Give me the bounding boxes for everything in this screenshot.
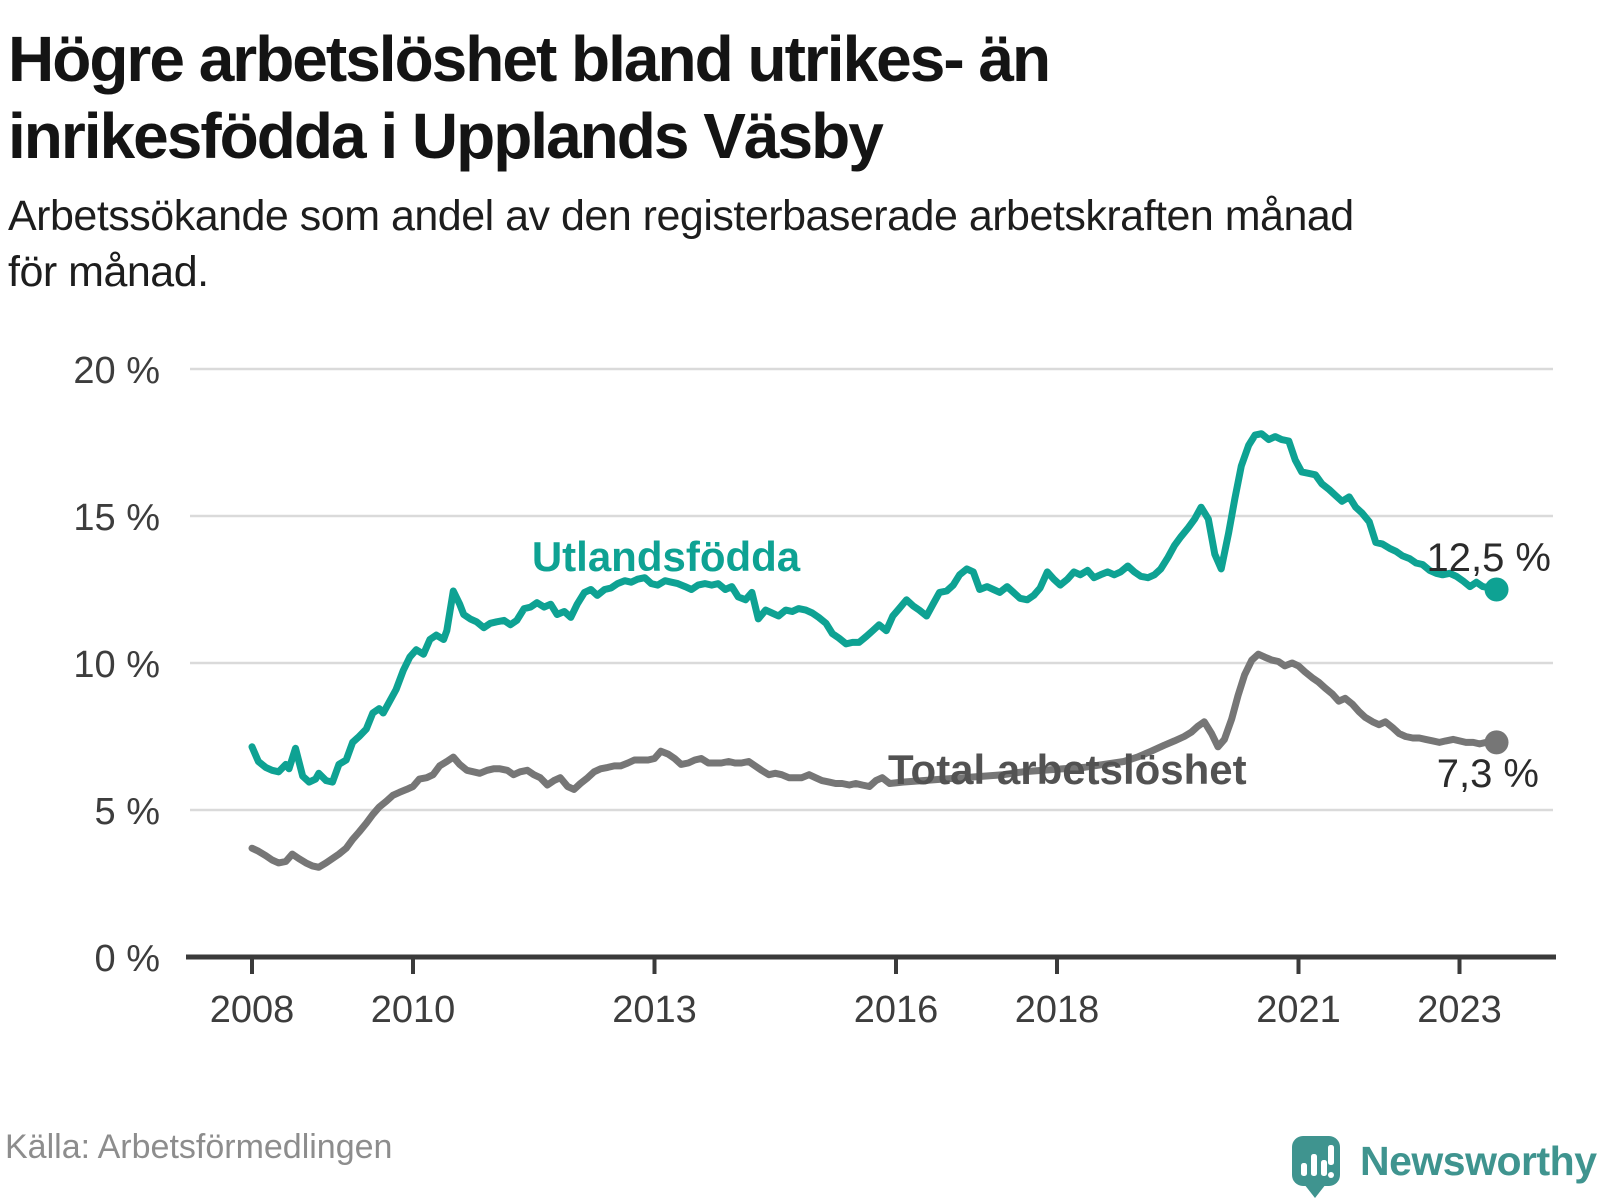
y-axis-tick-labels: 0 % 5 % 10 % 15 % 20 % xyxy=(73,350,160,980)
x-tick-label-2023: 2023 xyxy=(1417,989,1502,1031)
y-tick-label-0: 0 % xyxy=(95,938,160,980)
logo-speech-bubble-tail xyxy=(1304,1184,1326,1198)
newsworthy-logo-icon xyxy=(1292,1136,1340,1186)
logo-exclamation-icon xyxy=(1328,1145,1334,1165)
series-label-total-arbetsloshet: Total arbetslöshet xyxy=(888,746,1247,793)
newsworthy-logo: Newsworthy xyxy=(1292,1136,1600,1200)
end-value-label-total: 7,3 % xyxy=(1437,752,1539,796)
series-end-dot-utlandsfodda xyxy=(1484,577,1509,602)
series-end-dot-total xyxy=(1484,730,1509,755)
newsworthy-wordmark: Newsworthy xyxy=(1360,1138,1597,1184)
x-axis-ticks xyxy=(250,957,1462,974)
y-tick-label-5: 5 % xyxy=(95,791,160,833)
logo-bar-chart-icon xyxy=(1301,1163,1307,1176)
page-title-line2: inrikesfödda i Upplands Väsby xyxy=(8,100,884,172)
series-line-total xyxy=(248,650,1500,871)
x-tick-label-2021: 2021 xyxy=(1256,989,1341,1031)
x-tick-label-2018: 2018 xyxy=(1015,989,1100,1031)
logo-bar-chart-icon xyxy=(1321,1160,1327,1176)
series-end-dots xyxy=(1484,577,1509,755)
x-tick-label-2013: 2013 xyxy=(612,989,697,1031)
y-tick-label-10: 10 % xyxy=(73,644,160,686)
y-tick-label-20: 20 % xyxy=(73,350,160,392)
logo-bar-chart-icon xyxy=(1311,1154,1317,1176)
source-attribution: Källa: Arbetsförmedlingen xyxy=(5,1128,393,1166)
x-tick-label-2008: 2008 xyxy=(210,989,295,1031)
gridlines xyxy=(190,367,1553,812)
x-axis-tick-labels: 2008 2010 2013 2016 2018 2021 2023 xyxy=(210,989,1502,1031)
subtitle-line1: Arbetssökande som andel av den registerb… xyxy=(8,192,1354,240)
x-tick-label-2016: 2016 xyxy=(854,989,939,1031)
subtitle-line2: för månad. xyxy=(8,248,209,296)
logo-exclamation-dot-icon xyxy=(1328,1172,1334,1178)
series-lines xyxy=(248,430,1500,871)
page-title-line1: Högre arbetslöshet bland utrikes- än xyxy=(8,23,1051,95)
series-label-utlandsfodda: Utlandsfödda xyxy=(532,533,801,580)
end-value-label-utlandsfodda: 12,5 % xyxy=(1426,536,1551,580)
y-tick-label-15: 15 % xyxy=(73,497,160,539)
series-line-utlandsfodda xyxy=(248,430,1500,786)
x-tick-label-2010: 2010 xyxy=(371,989,456,1031)
